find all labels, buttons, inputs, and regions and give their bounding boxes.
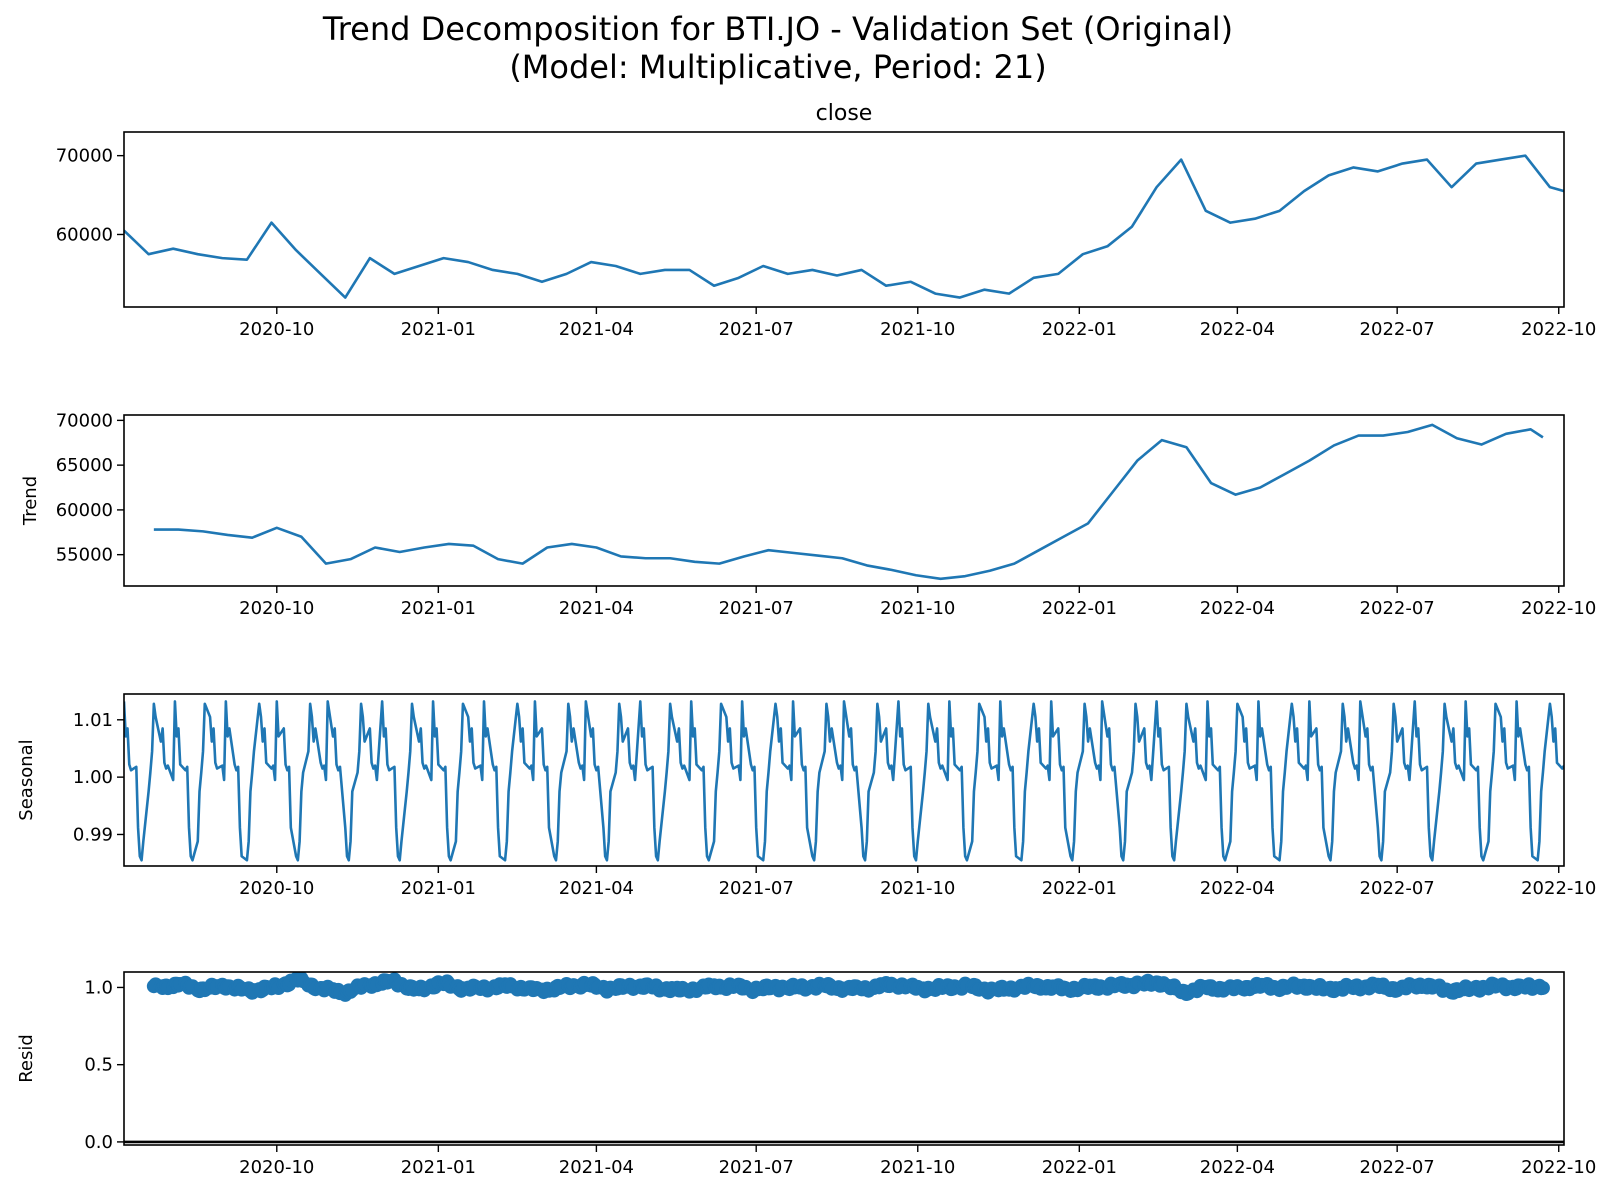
x-tick-label: 2021-01 [401,598,476,619]
y-tick-label: 60000 [56,500,113,521]
x-tick-label: 2022-01 [1042,1157,1117,1178]
y-tick-label: 1.00 [73,767,113,788]
panel-1: 60000 70000 2020-10 2021-01 2021-04 2021-07 20… [56,101,1597,340]
x-tick-label: 2022-04 [1200,878,1275,899]
resid-point [1535,980,1550,995]
x-tick-label: 2021-04 [559,598,634,619]
x-tick-label: 2021-10 [880,1157,955,1178]
x-tick-label: 2021-10 [880,319,955,340]
x-tick-label: 2021-01 [401,878,476,899]
y-tick-label: 70000 [56,146,113,167]
x-tick-label: 2021-01 [401,1157,476,1178]
panel-3: 0.99 1.00 1.01 2020-10 2021-01 2021-04 2021-07… [16,693,1596,899]
y-tick-label: 65000 [56,455,113,476]
x-tick-label: 2022-07 [1360,1157,1435,1178]
plot-area-3 [124,700,1564,862]
x-tick-label: 2022-07 [1360,598,1435,619]
x-tick-label: 2022-04 [1200,598,1275,619]
x-tick-label: 2022-10 [1521,598,1596,619]
x-tick-label: 2021-07 [719,598,794,619]
x-tick-label: 2020-10 [239,1157,314,1178]
x-tick-label: 2022-04 [1200,319,1275,340]
x-tick-label: 2022-01 [1042,319,1117,340]
y-axis-label: Trend [20,476,41,526]
y-tick-label: 70000 [56,410,113,431]
y-tick-label: 0.0 [84,1132,113,1153]
panel-title: close [816,101,873,126]
x-tick-label: 2022-10 [1521,319,1596,340]
y-tick-label: 0.5 [84,1055,113,1076]
x-tick-label: 2022-10 [1521,1157,1596,1178]
panel-2: 55000 60000 65000 70000 2020-10 2021-01 2021-0… [20,410,1596,619]
x-tick-label: 2021-04 [559,1157,634,1178]
x-tick-label: 2022-01 [1042,878,1117,899]
x-tick-label: 2022-10 [1521,878,1596,899]
x-tick-label: 2021-07 [719,1157,794,1178]
plot-area-2 [153,423,1544,581]
panels-group: 60000 70000 2020-10 2021-01 2021-04 2021-07 20… [16,101,1596,1178]
plot-area-1 [124,154,1564,299]
y-axis-label: Seasonal [16,739,37,820]
y-tick-label: 60000 [56,224,113,245]
x-tick-label: 2022-07 [1360,878,1435,899]
axes-frame [123,414,1565,587]
figure-title-line2: (Model: Multiplicative, Period: 21) [509,48,1046,86]
x-tick-label: 2020-10 [239,598,314,619]
x-tick-label: 2022-04 [1200,1157,1275,1178]
x-tick-label: 2021-04 [559,878,634,899]
y-tick-label: 1.01 [73,710,113,731]
x-tick-label: 2021-07 [719,878,794,899]
y-tick-label: 0.99 [73,824,113,845]
plot-area-4 [146,972,1550,1002]
x-tick-label: 2021-01 [401,319,476,340]
x-tick-label: 2021-10 [880,878,955,899]
resid-markers [146,972,1550,1002]
series-line [153,423,1544,581]
x-tick-label: 2021-04 [559,319,634,340]
y-tick-label: 1.0 [84,977,113,998]
x-tick-label: 2021-07 [719,319,794,340]
x-tick-label: 2020-10 [239,878,314,899]
axes-frame [123,693,1565,867]
series-line [124,154,1564,299]
y-axis-label: Resid [16,1034,37,1083]
y-tick-label: 55000 [56,545,113,566]
x-tick-label: 2021-10 [880,598,955,619]
x-tick-label: 2022-07 [1360,319,1435,340]
panel-4: 0.0 0.5 1.0 2020-10 2021-01 2021-04 2021-07 202… [16,971,1596,1178]
axes-frame [123,971,1565,1146]
seasonal-line [124,700,1564,862]
x-tick-label: 2022-01 [1042,598,1117,619]
axes-frame [123,131,1565,308]
x-tick-label: 2020-10 [239,319,314,340]
figure-title-line1: Trend Decomposition for BTI.JO - Validat… [322,10,1233,48]
